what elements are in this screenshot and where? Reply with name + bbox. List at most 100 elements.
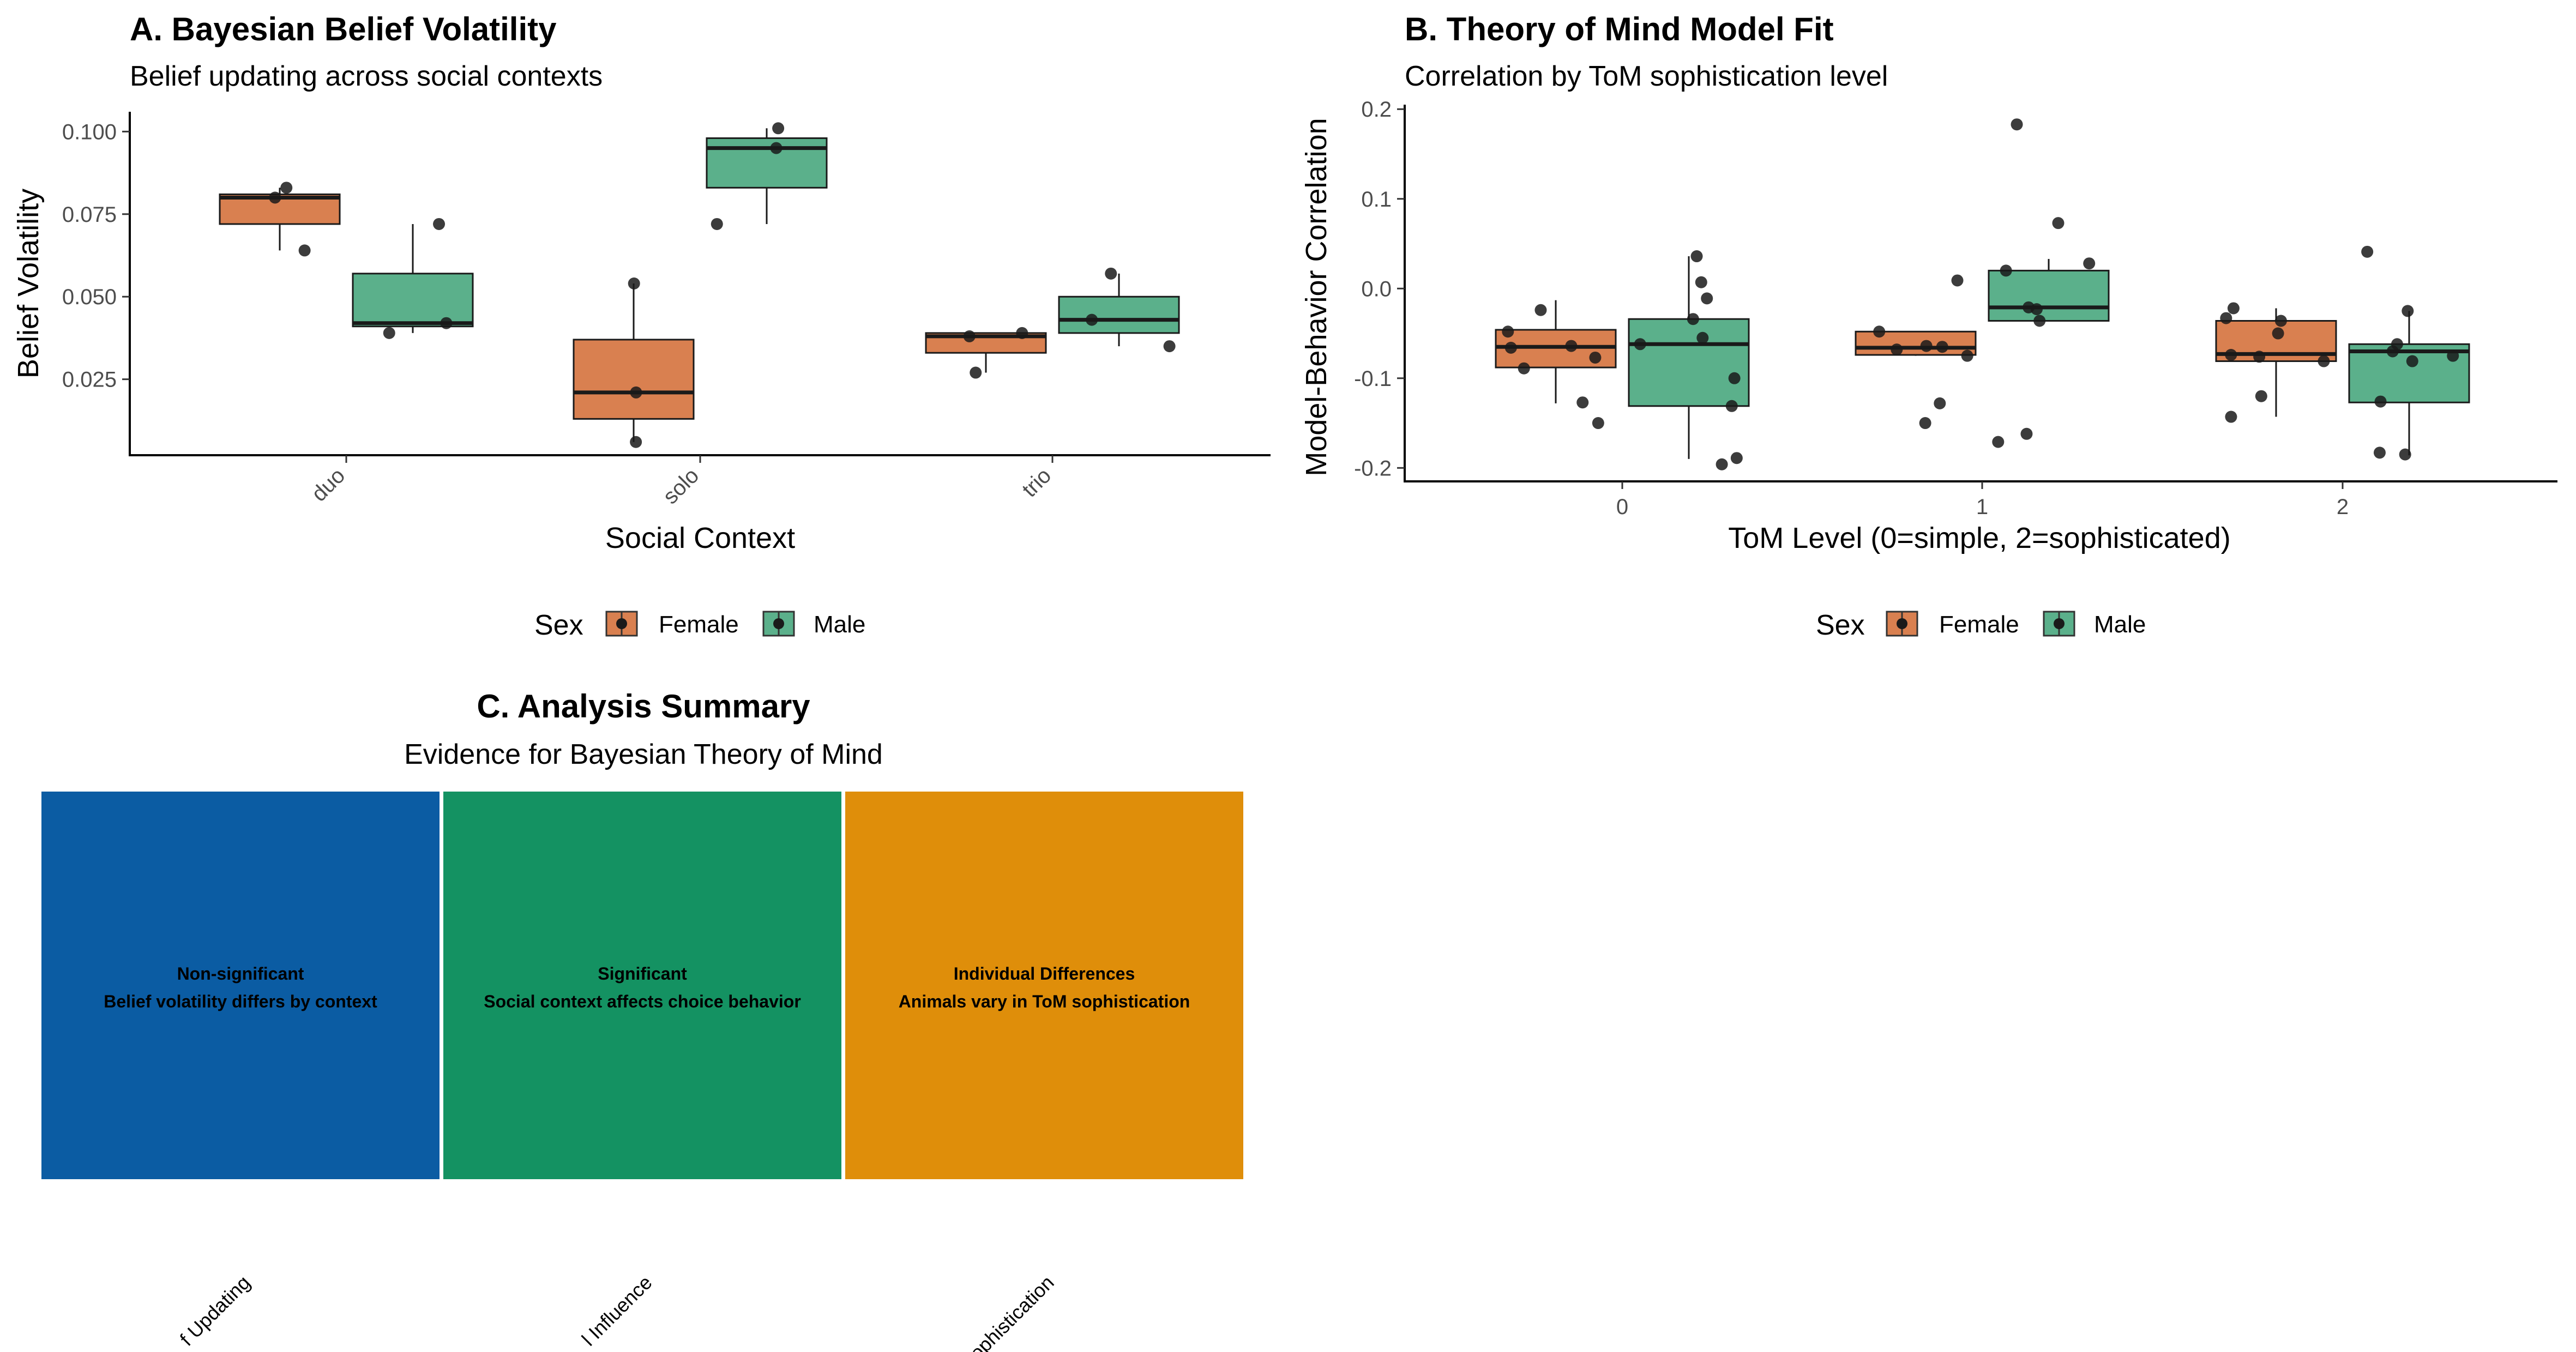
data-point-female-1-1 xyxy=(1891,343,1903,356)
data-point-female-trio-1 xyxy=(1016,327,1028,339)
data-point-male-1-4 xyxy=(2030,303,2043,316)
summary-x-label: ophistication xyxy=(965,1271,1058,1352)
data-point-female-2-3 xyxy=(2255,390,2267,402)
box-male-duo xyxy=(352,273,474,328)
panel-b-points xyxy=(1502,118,2459,470)
data-point-male-1-6 xyxy=(2033,315,2046,327)
data-point-male-2-4 xyxy=(2361,245,2374,258)
data-point-male-2-0 xyxy=(2373,446,2386,459)
data-point-male-duo-1 xyxy=(440,317,453,329)
panel-b-legend: Sex Female Male xyxy=(1816,609,2146,641)
data-point-female-solo-1 xyxy=(630,386,642,399)
data-point-female-2-7 xyxy=(2318,355,2330,367)
panel-a-subtitle: Belief updating across social contexts xyxy=(130,61,603,92)
panel-b-title: B. Theory of Mind Model Fit xyxy=(1405,11,1834,47)
data-point-female-1-7 xyxy=(1936,341,1948,353)
legend-male-key-dot xyxy=(773,618,784,629)
data-point-female-1-5 xyxy=(1934,397,1946,409)
summary-tile-1 xyxy=(443,792,841,1179)
y-tick-label: 0.025 xyxy=(62,368,117,392)
panel-b-y-label: Model-Behavior Correlation xyxy=(1300,118,1333,476)
panel-c: C. Analysis Summary Evidence for Bayesia… xyxy=(41,688,1243,1352)
data-point-male-1-7 xyxy=(2020,427,2033,440)
panel-b-subtitle: Correlation by ToM sophistication level xyxy=(1405,61,1888,92)
summary-tile-2 xyxy=(845,792,1243,1179)
box-male-1 xyxy=(1988,269,2110,322)
panel-a: A. Bayesian Belief Volatility Belief upd… xyxy=(12,11,1271,641)
data-point-male-2-7 xyxy=(2399,448,2411,461)
data-point-male-trio-0 xyxy=(1105,267,1117,280)
x-tick-label: solo xyxy=(658,463,703,509)
legend-female-key-dot xyxy=(1897,618,1907,629)
data-point-male-1-5 xyxy=(2083,257,2096,270)
y-tick-label: -0.1 xyxy=(1354,367,1392,391)
summary-tile-detail: Animals vary in ToM sophistication xyxy=(899,992,1190,1011)
panel-a-y-label: Belief Volatility xyxy=(12,189,45,378)
data-point-male-duo-2 xyxy=(433,218,446,230)
summary-x-label: l Influence xyxy=(577,1271,657,1350)
data-point-female-2-1 xyxy=(2274,315,2287,327)
summary-tile-heading: Individual Differences xyxy=(954,964,1135,983)
data-point-male-0-0 xyxy=(1701,292,1713,305)
panel-b-x-label: ToM Level (0=simple, 2=sophisticated) xyxy=(1728,522,2230,554)
panel-c-tiles: Non-significant Belief volatility differs… xyxy=(41,792,1243,1179)
data-point-male-trio-1 xyxy=(1086,313,1098,326)
data-point-male-solo-2 xyxy=(772,122,785,135)
data-point-male-0-5 xyxy=(1695,276,1707,288)
x-tick-label: trio xyxy=(1018,463,1056,502)
panel-a-x-label: Social Context xyxy=(605,522,795,554)
x-tick-label: 1 xyxy=(1976,495,1988,519)
data-point-female-solo-0 xyxy=(628,277,640,289)
data-point-female-trio-0 xyxy=(970,366,982,379)
y-tick-label: 0.0 xyxy=(1361,277,1392,301)
box-male-solo xyxy=(706,137,828,189)
summary-tile-heading: Significant xyxy=(598,964,687,983)
data-point-female-0-2 xyxy=(1589,351,1602,364)
data-point-male-1-2 xyxy=(2011,118,2023,131)
data-point-male-2-6 xyxy=(2447,349,2459,362)
data-point-female-1-3 xyxy=(1961,349,1973,362)
panel-b: B. Theory of Mind Model Fit Correlation … xyxy=(1300,11,2557,641)
data-point-female-0-7 xyxy=(1504,341,1517,354)
panel-a-axes xyxy=(129,112,1271,456)
x-tick-label: 2 xyxy=(2337,495,2349,519)
data-point-female-1-6 xyxy=(1920,340,1933,352)
data-point-female-duo-0 xyxy=(298,244,311,257)
data-point-female-0-5 xyxy=(1565,340,1578,352)
panel-b-x-ticks: 0 1 2 xyxy=(1616,481,2349,519)
data-point-male-2-5 xyxy=(2391,338,2403,351)
panel-c-title: C. Analysis Summary xyxy=(477,688,810,725)
panel-b-y-ticks: -0.2 -0.1 0.0 0.1 0.2 xyxy=(1354,98,1405,480)
data-point-male-0-9 xyxy=(1716,458,1728,470)
y-tick-label: -0.2 xyxy=(1354,456,1392,480)
box-male-0 xyxy=(1628,318,1750,407)
data-point-male-0-1 xyxy=(1728,372,1741,384)
data-point-female-2-6 xyxy=(2227,302,2240,315)
data-point-female-0-4 xyxy=(1592,417,1604,430)
legend-male-label: Male xyxy=(814,611,865,638)
data-point-female-0-1 xyxy=(1534,304,1547,316)
data-point-female-0-6 xyxy=(1576,396,1589,409)
summary-tile-heading: Non-significant xyxy=(177,964,304,983)
data-point-female-2-0 xyxy=(2220,312,2232,324)
legend-title: Sex xyxy=(534,609,583,641)
y-tick-label: 0.100 xyxy=(62,120,117,144)
data-point-male-solo-1 xyxy=(770,142,783,154)
data-point-male-1-3 xyxy=(2000,264,2012,277)
data-point-female-duo-1 xyxy=(280,182,293,194)
y-tick-label: 0.2 xyxy=(1361,98,1392,122)
legend-male-key-dot xyxy=(2054,618,2065,629)
data-point-female-1-0 xyxy=(1951,274,1964,287)
data-point-female-trio-2 xyxy=(963,330,976,342)
data-point-female-1-2 xyxy=(1873,325,1886,338)
panel-a-title: A. Bayesian Belief Volatility xyxy=(130,11,557,47)
data-point-female-2-2 xyxy=(2272,327,2284,340)
panel-a-legend: Sex Female Male xyxy=(534,609,865,641)
summary-tile-detail: Belief volatility differs by context xyxy=(104,992,377,1011)
legend-female-key-dot xyxy=(616,618,627,629)
data-point-female-1-4 xyxy=(1919,417,1931,430)
data-point-male-1-8 xyxy=(1992,436,2005,448)
data-point-male-0-6 xyxy=(1730,452,1743,464)
data-point-male-0-8 xyxy=(1634,338,1646,351)
